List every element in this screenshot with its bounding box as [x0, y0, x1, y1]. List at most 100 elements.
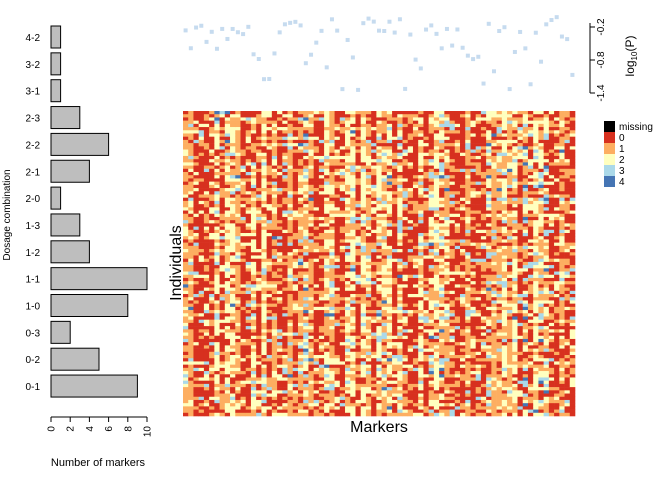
heatmap-cell [256, 393, 262, 398]
heatmap-cell [412, 165, 419, 170]
heatmap-cell [392, 255, 398, 259]
heatmap-cell [297, 265, 304, 269]
heatmap-cell [402, 265, 409, 269]
heatmap-cell [318, 255, 325, 259]
heatmap-cell [412, 139, 419, 144]
heatmap-cell [334, 265, 341, 269]
heatmap-cell [256, 245, 262, 250]
heatmap-cell [329, 133, 335, 137]
heatmap-cell [433, 290, 440, 295]
heatmap-cell [318, 223, 325, 227]
heatmap-cell [355, 239, 362, 243]
heatmap-cell [271, 338, 278, 343]
heatmap-cell [277, 261, 283, 266]
pvalue-point [497, 29, 502, 33]
heatmap-cell [193, 252, 199, 256]
heatmap-cell [261, 316, 267, 320]
heatmap-cell [292, 258, 299, 263]
heatmap-cell [277, 265, 283, 269]
heatmap-cell [271, 319, 278, 324]
heatmap-cell [428, 220, 435, 224]
heatmap-cell [297, 290, 304, 295]
heatmap-cell [188, 374, 194, 378]
heatmap-cell [308, 294, 314, 298]
heatmap-cell [365, 316, 372, 320]
heatmap-cell [360, 149, 367, 154]
heatmap-cell [214, 335, 220, 340]
heatmap-cell [360, 319, 367, 324]
heatmap-cell [245, 194, 252, 198]
heatmap-cell [392, 242, 398, 247]
heatmap-cell [193, 322, 199, 327]
heatmap-cell [365, 261, 372, 266]
heatmap-cell [350, 316, 356, 320]
heatmap-cell [418, 329, 424, 333]
heatmap-cell [193, 239, 199, 243]
heatmap-cell [230, 223, 236, 227]
heatmap-cell [303, 271, 309, 276]
heatmap-cell [428, 245, 435, 250]
heatmap-cell [219, 265, 226, 269]
heatmap-cell [224, 233, 231, 237]
heatmap-cell [245, 152, 252, 157]
heatmap-cell [235, 306, 241, 311]
heatmap-cell [428, 184, 435, 189]
heatmap-cell [214, 143, 220, 147]
heatmap-cell [433, 303, 440, 308]
heatmap-cell [381, 249, 388, 253]
heatmap-cell [324, 114, 330, 118]
heatmap-cell [428, 351, 435, 356]
heatmap-cell [188, 181, 194, 186]
heatmap-cell [292, 358, 299, 362]
heatmap-cell [423, 249, 429, 253]
heatmap-cell [308, 367, 314, 372]
heatmap-cell [219, 197, 226, 202]
heatmap-cell [313, 191, 320, 195]
heatmap-cell [297, 162, 304, 166]
heatmap-cell [350, 281, 356, 285]
heatmap-cell [318, 390, 325, 394]
heatmap-cell [313, 396, 320, 401]
heatmap-cell [360, 409, 367, 414]
heatmap-cell [230, 258, 236, 263]
heatmap-cell [245, 139, 252, 144]
heatmap-cell [256, 136, 262, 141]
heatmap-cell [318, 364, 325, 369]
heatmap-cell [318, 310, 325, 314]
heatmap-cell [250, 361, 257, 365]
heatmap-cell [324, 329, 330, 333]
heatmap-cell [407, 377, 414, 381]
heatmap-cell [439, 313, 445, 317]
heatmap-cell [439, 338, 445, 343]
heatmap-cell [371, 393, 377, 398]
heatmap-cell [418, 345, 424, 349]
heatmap-cell [350, 274, 356, 279]
heatmap-cell [376, 399, 382, 404]
heatmap-cell [376, 159, 382, 163]
heatmap-cell [282, 111, 288, 115]
heatmap-cell [423, 412, 429, 417]
heatmap-cell [334, 319, 341, 324]
heatmap-cell [371, 399, 377, 404]
heatmap-cell [324, 265, 330, 269]
heatmap-cell [240, 345, 247, 349]
heatmap-cell [350, 172, 356, 176]
heatmap-cell [224, 239, 231, 243]
heatmap-cell [271, 271, 278, 276]
heatmap-cell [334, 226, 341, 231]
heatmap-cell [297, 255, 304, 259]
heatmap-cell [271, 261, 278, 266]
heatmap-cell [439, 127, 445, 131]
heatmap-cell [334, 213, 341, 218]
heatmap-cell [230, 406, 236, 410]
heatmap-cell [313, 172, 320, 176]
heatmap-cell [418, 175, 424, 179]
heatmap-cell [371, 412, 377, 417]
heatmap-cell [230, 345, 236, 349]
heatmap-cell [444, 149, 450, 154]
heatmap-cell [193, 162, 199, 166]
heatmap-cell [235, 338, 241, 343]
heatmap-cell [355, 149, 362, 154]
heatmap-cell [439, 114, 445, 118]
heatmap-cell [250, 274, 257, 279]
